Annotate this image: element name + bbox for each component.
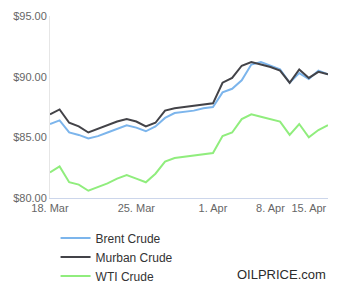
svg-text:Murban Crude: Murban Crude — [96, 251, 173, 265]
svg-text:Brent Crude: Brent Crude — [96, 232, 161, 246]
svg-text:OILPRICE.com: OILPRICE.com — [237, 267, 326, 282]
svg-text:WTI Crude: WTI Crude — [96, 270, 154, 284]
svg-text:18. Mar: 18. Mar — [31, 202, 69, 214]
svg-text:$85.00: $85.00 — [13, 131, 47, 143]
svg-text:15. Apr: 15. Apr — [291, 202, 326, 214]
svg-text:1. Apr: 1. Apr — [199, 202, 228, 214]
svg-text:25. Mar: 25. Mar — [118, 202, 156, 214]
svg-text:$80.00: $80.00 — [13, 192, 47, 204]
svg-text:$95.00: $95.00 — [13, 10, 47, 22]
svg-text:8. Apr: 8. Apr — [256, 202, 285, 214]
svg-text:$90.00: $90.00 — [13, 71, 47, 83]
